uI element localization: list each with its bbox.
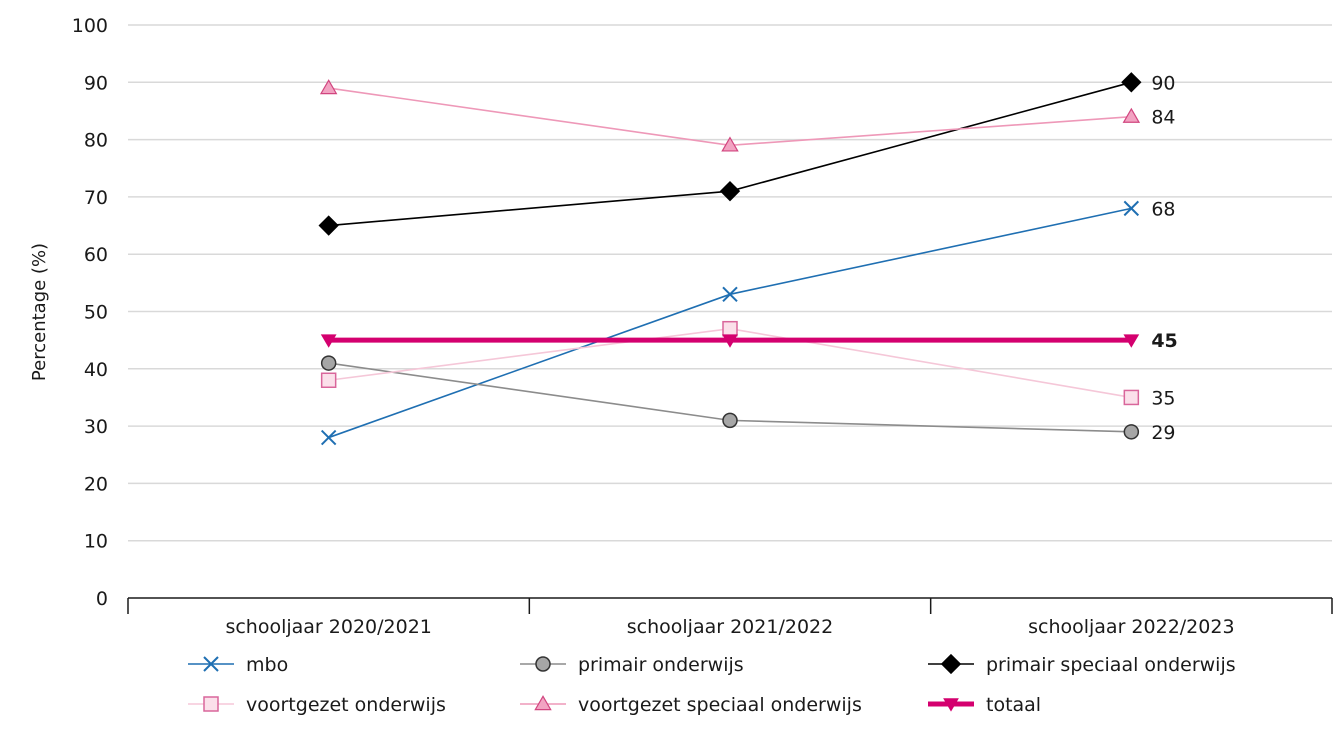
marker: [535, 656, 551, 672]
end-label: 35: [1151, 387, 1175, 409]
x-category-label: schooljaar 2022/2023: [1028, 616, 1234, 638]
y-tick-label: 0: [96, 588, 108, 610]
legend-label: primair onderwijs: [578, 654, 744, 676]
marker: [318, 215, 339, 236]
series-primair-speciaal-onderwijs: [318, 72, 1142, 236]
y-tick-label: 10: [84, 531, 108, 553]
legend-item: totaal: [928, 694, 1041, 716]
marker: [722, 334, 738, 348]
marker: [1123, 424, 1140, 440]
end-label: 84: [1151, 107, 1175, 129]
legend-item: primair onderwijs: [520, 654, 744, 676]
y-axis-ticks: 0 10 20 30 40 50 60 70 80 90 100: [72, 15, 108, 610]
marker: [721, 136, 739, 152]
y-tick-label: 70: [84, 187, 108, 209]
y-tick-label: 20: [84, 473, 108, 495]
gridlines: [128, 24, 1332, 542]
marker: [1123, 389, 1140, 406]
y-tick-label: 50: [84, 302, 108, 324]
legend-label: primair speciaal onderwijs: [986, 654, 1236, 676]
marker: [722, 412, 738, 429]
end-label: 45: [1151, 330, 1177, 352]
legend-item: voortgezet speciaal onderwijs: [520, 694, 862, 716]
series-voortgezet-onderwijs: [320, 320, 1140, 406]
series-mbo: [320, 200, 1140, 446]
marker: [1122, 107, 1141, 123]
y-tick-label: 100: [72, 15, 108, 37]
marker: [320, 429, 337, 446]
series-primair-onderwijs: [320, 355, 1140, 440]
legend-label: voortgezet speciaal onderwijs: [578, 694, 862, 716]
marker: [319, 79, 338, 95]
legend-item: mbo: [188, 654, 288, 676]
marker: [320, 372, 337, 389]
marker: [719, 181, 741, 202]
legend-label: mbo: [246, 654, 288, 676]
legend-label: totaal: [986, 694, 1041, 716]
marker: [320, 355, 337, 371]
marker: [1121, 72, 1142, 93]
marker: [203, 696, 219, 712]
y-tick-label: 60: [84, 244, 108, 266]
legend-label: voortgezet onderwijs: [246, 694, 446, 716]
x-axis: [127, 597, 1333, 614]
end-label: 29: [1151, 422, 1175, 444]
marker: [722, 286, 738, 303]
legend: mbo primair onderwijs primair speciaal ond…: [188, 653, 1236, 716]
marker: [1123, 200, 1140, 217]
end-labels: 68 29 90 35 84 45: [1151, 72, 1177, 444]
marker: [320, 334, 337, 348]
end-label: 68: [1151, 198, 1175, 220]
y-tick-label: 80: [84, 130, 108, 152]
y-axis-label: Percentage (%): [29, 243, 50, 381]
series: [318, 72, 1142, 446]
end-label: 90: [1151, 72, 1175, 94]
marker: [203, 656, 219, 672]
y-tick-label: 90: [84, 72, 108, 94]
x-category-label: schooljaar 2021/2022: [627, 616, 833, 638]
marker: [722, 320, 738, 337]
series-voortgezet-speciaal-onderwijs: [319, 79, 1141, 152]
marker: [940, 653, 962, 675]
y-tick-label: 40: [84, 359, 108, 381]
legend-item: voortgezet onderwijs: [188, 694, 446, 716]
series-line: [328, 81, 1132, 227]
x-category-label: schooljaar 2020/2021: [225, 616, 431, 638]
marker: [1123, 334, 1140, 348]
series-totaal: [320, 334, 1140, 348]
marker: [534, 695, 552, 711]
legend-item: primair speciaal onderwijs: [928, 653, 1236, 676]
y-tick-label: 30: [84, 416, 108, 438]
marker: [943, 698, 959, 712]
x-axis-categories: schooljaar 2020/2021 schooljaar 2021/2022…: [225, 616, 1234, 638]
